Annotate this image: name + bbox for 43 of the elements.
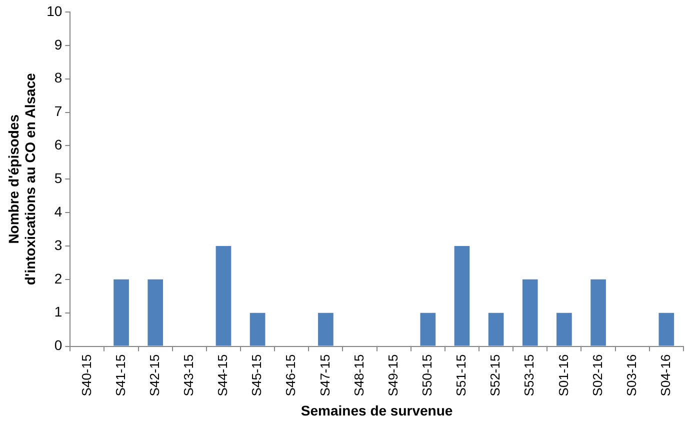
y-tick-label: 8 xyxy=(54,70,62,86)
bar xyxy=(114,279,129,346)
x-tick-label: S51-15 xyxy=(454,354,469,396)
y-tick-label: 6 xyxy=(54,136,62,153)
bar xyxy=(420,312,436,346)
y-tick-label: 9 xyxy=(54,36,62,52)
bar xyxy=(216,246,232,346)
bar xyxy=(556,312,572,346)
x-tick-label: S53-15 xyxy=(522,354,537,396)
x-tick-label: S50-15 xyxy=(419,354,434,396)
bar xyxy=(318,312,334,346)
x-tick-label: S45-15 xyxy=(249,354,264,396)
y-tick-label: 7 xyxy=(54,103,62,120)
x-tick-label: S01-16 xyxy=(556,354,571,396)
bar xyxy=(250,312,266,346)
x-tick-label: S47-15 xyxy=(317,354,332,396)
y-tick-label: 0 xyxy=(54,337,62,354)
x-tick-label: S04-16 xyxy=(658,354,673,396)
x-tick-label: S46-15 xyxy=(283,354,298,396)
bar xyxy=(522,279,538,346)
bar xyxy=(488,312,504,346)
bar xyxy=(148,279,164,346)
y-tick-label: 10 xyxy=(46,2,62,19)
bar xyxy=(658,312,674,346)
bar xyxy=(590,279,606,346)
y-tick-label: 4 xyxy=(54,203,62,220)
x-tick-label: S43-15 xyxy=(180,354,196,396)
y-tick-label: 2 xyxy=(54,270,62,286)
x-tick-label: S02-16 xyxy=(590,354,605,396)
y-tick-label: 5 xyxy=(54,170,62,186)
x-axis-title: Semaines de survenue xyxy=(300,402,453,418)
x-tick-label: S52-15 xyxy=(488,354,503,396)
x-tick-label: S40-15 xyxy=(78,354,94,396)
bar xyxy=(454,246,470,346)
y-tick-label: 3 xyxy=(54,236,62,253)
x-tick-label: S44-15 xyxy=(215,354,230,396)
x-tick-label: S03-16 xyxy=(624,354,639,396)
x-tick-label: S49-15 xyxy=(385,354,400,396)
y-tick-label: 1 xyxy=(54,304,62,320)
x-tick-label: S42-15 xyxy=(146,354,162,396)
y-axis-title: Nombre d'épisodes d'intoxications au CO en Alsace xyxy=(5,72,38,286)
x-tick-label: S48-15 xyxy=(351,354,366,396)
x-tick-label: S41-15 xyxy=(112,354,128,396)
